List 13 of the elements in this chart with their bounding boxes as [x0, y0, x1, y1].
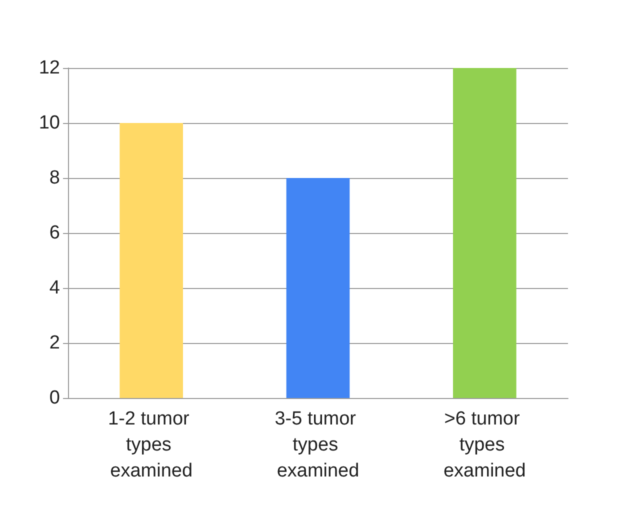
y-tick-label: 6: [49, 222, 60, 244]
x-tick-label: >6 tumor types examined: [443, 408, 526, 482]
y-tick-label: 10: [38, 112, 60, 134]
x-tick-label: 3-5 tumor types examined: [274, 408, 362, 482]
y-tick-label: 8: [49, 168, 60, 188]
y-tick-label: 0: [49, 388, 60, 408]
y-tick-label: 2: [49, 332, 60, 354]
x-tick-label: 1-2 tumor types examined: [108, 408, 195, 482]
y-tick-label: 4: [49, 278, 60, 298]
y-tick-label: 12: [38, 58, 60, 78]
bar: [286, 178, 350, 398]
bar: [453, 68, 516, 398]
bar: [120, 123, 183, 398]
